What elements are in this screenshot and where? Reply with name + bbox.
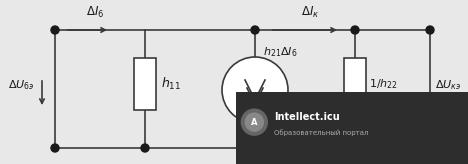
Circle shape bbox=[351, 26, 359, 34]
Circle shape bbox=[241, 109, 267, 135]
Text: $\Delta I_{к}$: $\Delta I_{к}$ bbox=[301, 5, 319, 20]
Text: A: A bbox=[251, 118, 257, 127]
Circle shape bbox=[51, 26, 59, 34]
Circle shape bbox=[251, 26, 259, 34]
Circle shape bbox=[251, 144, 259, 152]
Text: $h_{11}$: $h_{11}$ bbox=[161, 76, 181, 92]
Text: $h_{21}\Delta I_{6}$: $h_{21}\Delta I_{6}$ bbox=[263, 45, 298, 59]
Circle shape bbox=[51, 144, 59, 152]
Circle shape bbox=[245, 113, 263, 131]
Text: $\Delta U_{6э}$: $\Delta U_{6э}$ bbox=[8, 78, 35, 92]
Circle shape bbox=[141, 144, 149, 152]
Bar bbox=[236, 92, 468, 164]
Text: Intellect.icu: Intellect.icu bbox=[274, 112, 340, 122]
Circle shape bbox=[426, 144, 434, 152]
Bar bbox=[344, 58, 366, 110]
Text: $\Delta U_{кэ}$: $\Delta U_{кэ}$ bbox=[435, 78, 461, 92]
Circle shape bbox=[426, 26, 434, 34]
Text: Образовательный портал: Образовательный портал bbox=[274, 129, 369, 136]
Text: $1/h_{22}$: $1/h_{22}$ bbox=[369, 77, 398, 91]
Text: $\Delta I_{6}$: $\Delta I_{6}$ bbox=[86, 5, 104, 20]
Circle shape bbox=[351, 144, 359, 152]
Circle shape bbox=[222, 57, 288, 123]
Bar bbox=[134, 58, 156, 110]
